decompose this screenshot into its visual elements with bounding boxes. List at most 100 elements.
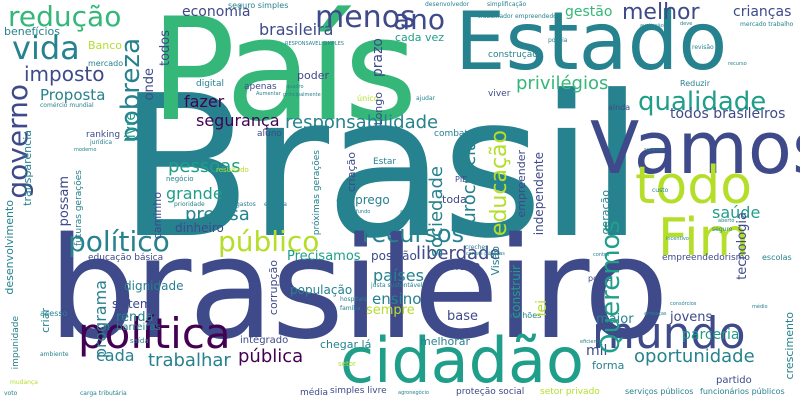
word-dinheiro: dinheiro [175, 221, 224, 235]
word-populacao: população [290, 283, 353, 297]
word-digital: digital [196, 79, 224, 89]
word-eficiente: eficiente [580, 339, 602, 345]
word-hospitais: hospitais [340, 296, 367, 303]
word-media: média [300, 388, 329, 398]
word-ranking: ranking [86, 130, 121, 140]
word-criar: criar [39, 308, 52, 333]
word-revisao: revisão [692, 44, 714, 51]
word-paises: países [373, 266, 424, 285]
word-publico: público [218, 225, 320, 258]
word-negocio: negócio [166, 175, 194, 183]
word-resultado: resultado [216, 166, 249, 174]
word-milhoes: milhões [510, 311, 542, 320]
word-contas-publicas: contas públicas [466, 251, 505, 257]
word-pessoas: pessoas [168, 156, 241, 177]
word-principalmente: principalmente [283, 92, 321, 98]
word-estado: Estado [455, 0, 728, 88]
word-cada-vez: cada vez [395, 31, 445, 44]
word-moderno: moderno [74, 147, 97, 153]
word-partido: partido [716, 375, 752, 386]
word-liberdade: liberdade [416, 243, 501, 264]
word-novo: novo [451, 259, 481, 273]
word-toda: toda [442, 193, 467, 206]
word-qualidade: qualidade [638, 87, 767, 117]
word-empreender: empreender [515, 150, 528, 218]
word-precisa: precisa [185, 204, 250, 225]
word-cidadao: cidadão [340, 324, 584, 397]
word-seguranca: segurança [196, 111, 280, 130]
word-construir: construir [509, 265, 523, 319]
word-escolha: escolha [264, 201, 287, 208]
word-longo: Longo [372, 92, 385, 126]
word-mundo: mundo [592, 308, 746, 359]
word-reducao: redução [8, 0, 122, 33]
word-medio: médio [752, 304, 768, 310]
word-chegar-la: chegar lá [320, 338, 372, 351]
word-fundo: fundo [356, 209, 371, 215]
word-economia: economia [182, 4, 251, 20]
word-ano: ano [393, 3, 446, 36]
word-empreendedorismo: empreendedorismo [662, 253, 750, 263]
word-policia: policia [548, 37, 568, 44]
word-familia: família [340, 305, 361, 312]
word-melhor: melhor [622, 0, 700, 25]
word-emprego: emprego [336, 193, 390, 207]
word-todo: todo [635, 156, 753, 216]
word-jovens: jovens [670, 310, 713, 325]
word-sistema: sistema [112, 297, 159, 311]
word-mudanca: mudança [10, 379, 38, 386]
word-reduzir: Reduzir [680, 79, 710, 88]
word-renda: renda [116, 310, 154, 325]
word-consorcios: consórcios [670, 301, 697, 307]
word-comercio-mundial: comércio mundial [40, 102, 94, 109]
word-vida: vida [12, 29, 80, 67]
word-pib: PIB [455, 175, 468, 184]
word-corrupcao: corrupção [267, 260, 280, 316]
word-agronegocio: agronegócio [398, 390, 429, 396]
word-geracao: geração [599, 190, 612, 235]
word-posicao: posição [371, 249, 417, 263]
word-recurso: recurso [728, 61, 747, 67]
word-tecnologia: tecnologia [735, 212, 750, 280]
word-maior: maior [596, 312, 634, 327]
word-seguro-simples: seguro simples [228, 1, 289, 10]
word-barreiras: barreiras [116, 322, 161, 333]
word-setor: setor [338, 360, 356, 368]
word-viver: viver [488, 89, 511, 99]
word-visao: Visão [489, 246, 502, 276]
word-incentivo: incentivo [666, 236, 689, 242]
word-apenas: apenas [244, 82, 277, 92]
word-prioridade: prioridade [174, 201, 205, 208]
word-responsabilidade: responsabilidade [285, 112, 439, 133]
word-publica: pública [238, 346, 304, 367]
word-imposto: imposto [24, 62, 105, 86]
word-ameacas: ameaças [644, 311, 667, 317]
word-beneficios: benefícios [4, 25, 60, 38]
word-ainda: ainda [608, 103, 631, 112]
word-politica: política [78, 309, 231, 358]
word-creches: creches [465, 244, 489, 251]
word-privilegios: privilégios [516, 73, 609, 94]
word-prazo: prazo [370, 38, 386, 78]
word-saude: saúde [712, 203, 761, 222]
word-parceria: parceria [682, 327, 740, 343]
word-educacao: educação [487, 130, 512, 237]
word-simplificacao: simplificação [487, 1, 527, 8]
word-caminho: caminho [151, 192, 164, 240]
word-livre-onde: livre [123, 112, 139, 143]
word-vamos: Vamos [590, 106, 800, 190]
word-escolas: escolas [762, 253, 792, 262]
word-impunidade: impunidade [11, 316, 21, 370]
word-estar: Estar [373, 157, 397, 167]
word-avaliacao: avaliação [640, 23, 664, 29]
word-justa-sustentavel: justa sustentável [371, 282, 423, 289]
word-mercado: mercado [88, 59, 124, 68]
word-brasileira: brasileira [259, 20, 334, 39]
word-mil: mil [586, 343, 608, 359]
word-educacao-basica: educação básica [88, 253, 164, 263]
word-programa: programa [91, 280, 110, 359]
word-fazer: fazer [184, 92, 225, 111]
word-oportunidade: oportunidade [634, 346, 755, 367]
word-acesso: acesso [40, 309, 68, 318]
word-todos: todos [158, 30, 173, 67]
